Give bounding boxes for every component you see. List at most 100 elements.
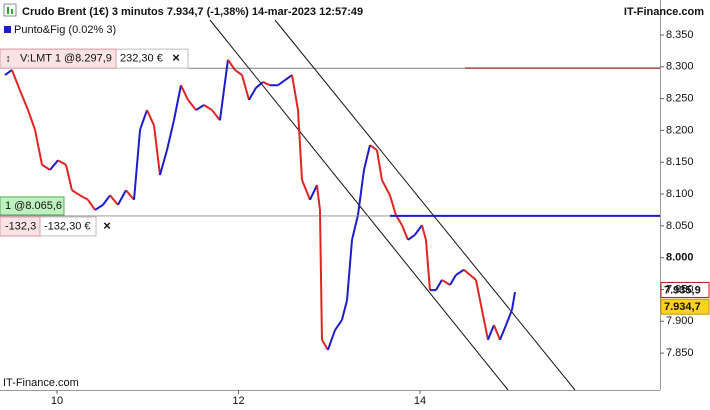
price-segment (218, 59, 229, 121)
price-tag (660, 298, 710, 315)
price-segment (493, 324, 501, 341)
price-segment (203, 104, 213, 111)
y-tick-label: 8.150 (666, 156, 694, 168)
price-segment (435, 279, 443, 291)
y-tick-label: 8.350 (666, 29, 694, 41)
price-segment (153, 125, 161, 176)
footer: IT-Finance.com (3, 377, 79, 389)
price-segment (241, 74, 250, 101)
price-segment (369, 144, 378, 151)
price-segment (71, 189, 81, 197)
price-segment (19, 89, 29, 111)
x-tick-label: 14 (414, 395, 426, 407)
y-tick-label: 8.200 (666, 124, 694, 136)
price-tag-label: 7.935,9 (664, 284, 701, 296)
price-segment (487, 324, 495, 341)
price-segment (234, 69, 243, 76)
price-segment (381, 179, 391, 196)
price-segment (146, 109, 155, 126)
brand: IT-Finance.com (624, 6, 704, 18)
price-segment (297, 110, 304, 181)
x-tick-label: 10 (51, 395, 63, 407)
close-button[interactable]: × (103, 218, 111, 233)
y-tick-label: 8.300 (666, 61, 694, 73)
price-segment (441, 279, 451, 286)
position-tag (0, 196, 65, 216)
price-segment (315, 185, 321, 211)
price-segment (139, 109, 148, 131)
price-segment (309, 184, 318, 201)
price-segment (301, 179, 311, 201)
pnl-tag (0, 216, 41, 237)
price-segment (34, 129, 43, 165)
price-segment (469, 274, 477, 281)
legend-swatch (4, 26, 11, 33)
price-segment (133, 129, 142, 200)
order-pnl: 232,30 € (120, 53, 163, 65)
logo-icon (3, 3, 17, 17)
price-segment (291, 74, 299, 111)
price-segment (109, 194, 119, 206)
price-segment (211, 109, 221, 121)
price-segment (357, 169, 365, 216)
price-segment (11, 69, 21, 91)
position-pnl-points: -132,3 (5, 220, 36, 232)
y-tick-label: 8.050 (666, 220, 694, 232)
indicator-label: Punto&Fig (0.02% 3) (14, 24, 116, 36)
price-segment (375, 149, 383, 181)
price-segment (57, 159, 67, 166)
drag-handle[interactable]: ↕ (6, 53, 11, 64)
price-segment (180, 84, 189, 101)
price-segment (327, 329, 336, 351)
price-segment (79, 194, 89, 201)
price-segment (318, 209, 323, 340)
price-segment (195, 104, 205, 111)
price-segment (321, 339, 329, 351)
y-tick-label: 7.850 (666, 347, 694, 359)
price-segment (499, 324, 507, 341)
overlay: V:LMT 1 @8.297,9 232,30 € × ↕ 1 @8.065,6 -132… (0, 48, 710, 315)
price-segment (284, 74, 293, 81)
price-segment (511, 291, 516, 311)
price-segment (125, 189, 135, 201)
chart-title: Crudo Brent (1€) 3 minutos 7.934,7 (-1,3… (22, 6, 363, 18)
price-segment (102, 194, 111, 206)
y-tick-label: 8.100 (666, 188, 694, 200)
position-pnl: -132,30 € (44, 220, 90, 232)
position-label: 1 @8.065,6 (5, 200, 62, 212)
price-segment (401, 224, 409, 241)
price-segment (49, 159, 59, 171)
price-segment (262, 81, 271, 87)
price-segment (172, 85, 182, 121)
y-tick-label: 8.000 (666, 252, 694, 264)
price-segment (449, 274, 457, 286)
y-tick-label: 7.950 (666, 283, 694, 295)
price-segment (463, 268, 471, 276)
order-tag (0, 48, 117, 69)
price-segment (187, 99, 197, 111)
price-segment (117, 189, 127, 206)
price-segment (414, 224, 423, 236)
price-segment (165, 120, 175, 151)
y-tick-label: 7.900 (666, 315, 694, 327)
price-segment (351, 214, 359, 241)
price-segment (455, 268, 465, 276)
close-button[interactable]: × (172, 50, 180, 65)
price-segment (87, 199, 96, 211)
price-segment (474, 279, 483, 311)
price-segment (277, 79, 286, 87)
x-tick-label: 12 (232, 395, 244, 407)
price-segment (41, 163, 51, 171)
order-label: V:LMT 1 @8.297,9 (20, 53, 112, 65)
price-segment (27, 109, 36, 131)
price-segment (388, 195, 397, 216)
y-tick-label: 8.250 (666, 93, 694, 105)
price-segment (407, 233, 416, 241)
price-segment (94, 204, 104, 211)
logo-icon (11, 9, 13, 14)
price-segment (340, 300, 348, 321)
price-segment (346, 239, 354, 301)
price-segment (421, 224, 427, 241)
price-segment (255, 81, 264, 89)
